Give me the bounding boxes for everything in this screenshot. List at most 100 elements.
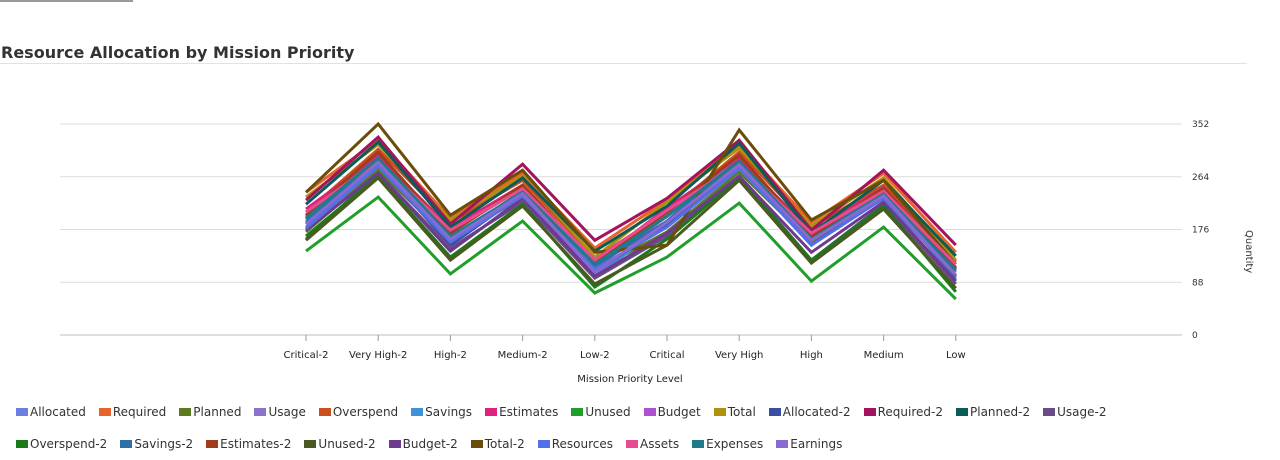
legend-label: Expenses: [706, 437, 764, 451]
legend-label: Overspend: [332, 405, 399, 419]
x-tick-label: Medium: [864, 350, 904, 361]
legend-item[interactable]: Savings: [411, 405, 472, 419]
series-line-budget-2: [305, 171, 957, 283]
legend-swatch: [98, 408, 111, 416]
legend-label: Budget: [657, 405, 701, 419]
x-tick-label: Medium-2: [498, 350, 548, 361]
legend-swatch: [304, 440, 317, 448]
legend-item[interactable]: Total: [713, 405, 756, 419]
legend-label: Usage: [268, 405, 306, 419]
legend-swatch: [206, 440, 219, 448]
legend-swatch: [626, 440, 639, 448]
legend-item[interactable]: Earnings: [776, 437, 842, 451]
legend-item[interactable]: Estimates-2: [206, 437, 291, 451]
legend-swatch: [776, 440, 789, 448]
series-line-unused-2: [305, 175, 957, 290]
legend-label: Planned: [193, 405, 242, 419]
y-tick-label: 0: [1192, 331, 1198, 341]
x-tick-label: High-2: [434, 350, 467, 361]
x-tick-label: Very High: [715, 350, 763, 361]
legend-row: Allocated Required Planned Usage Overspend Sa…: [16, 396, 1256, 428]
legend-item[interactable]: Overspend: [318, 405, 399, 419]
series-line-planned-2: [305, 139, 957, 257]
legend-item[interactable]: Allocated-2: [768, 405, 851, 419]
legend-swatch: [713, 408, 726, 416]
y-tick-label: 352: [1192, 120, 1209, 130]
legend-label: Planned-2: [970, 405, 1031, 419]
legend-swatch: [411, 408, 424, 416]
legend-label: Savings: [425, 405, 473, 419]
legend-item[interactable]: Budget-2: [388, 437, 458, 451]
legend-label: Unused: [585, 405, 631, 419]
legend-item[interactable]: Budget: [643, 405, 701, 419]
legend-item[interactable]: Planned: [179, 405, 241, 419]
legend-swatch: [956, 408, 968, 416]
legend-label: Usage-2: [1057, 405, 1107, 419]
legend-item[interactable]: Planned-2: [956, 405, 1030, 419]
legend-label: Required: [112, 405, 167, 419]
legend-item[interactable]: Allocated: [16, 405, 86, 419]
legend-item[interactable]: Savings-2: [120, 437, 193, 451]
legend-swatch: [863, 408, 876, 416]
series-line-unused: [305, 195, 957, 301]
legend-item[interactable]: Usage: [254, 405, 306, 419]
y-tick-label: 88: [1192, 278, 1204, 288]
legend-item[interactable]: Usage-2: [1043, 405, 1106, 419]
legend-swatch: [692, 440, 705, 448]
series-line-earnings: [305, 160, 957, 277]
legend-swatch: [643, 408, 656, 416]
y-tick-label: 264: [1192, 173, 1209, 183]
legend-row: Overspend-2 Savings-2 Estimates-2 Unused-2 B…: [16, 428, 1256, 460]
legend-label: Savings-2: [134, 437, 194, 451]
legend-item[interactable]: Overspend-2: [16, 437, 107, 451]
legend-item[interactable]: Total-2: [470, 437, 525, 451]
legend-label: Unused-2: [318, 437, 376, 451]
legend-swatch: [571, 408, 584, 416]
x-axis-label: Mission Priority Level: [577, 374, 682, 385]
legend-item[interactable]: Unused: [571, 405, 631, 419]
legend-label: Resources: [551, 437, 614, 451]
legend-swatch: [179, 408, 192, 416]
x-tick-label: Critical: [650, 350, 685, 361]
legend-swatch: [16, 408, 28, 416]
top-divider: [0, 0, 133, 2]
legend-swatch: [16, 440, 28, 448]
legend-swatch: [318, 408, 331, 416]
legend-swatch: [537, 440, 550, 448]
x-tick-label: High: [800, 350, 823, 361]
legend-item[interactable]: Estimates: [485, 405, 558, 419]
legend-label: Allocated: [30, 405, 86, 419]
x-tick-label: Low-2: [580, 350, 610, 361]
legend-label: Total-2: [484, 437, 525, 451]
legend-item[interactable]: Unused-2: [304, 437, 376, 451]
legend-item[interactable]: Expenses: [692, 437, 763, 451]
legend-label: Required-2: [877, 405, 943, 419]
legend-label: Earnings: [790, 437, 843, 451]
y-tick-label: 176: [1192, 226, 1209, 236]
legend-swatch: [1043, 408, 1056, 416]
legend-item[interactable]: Required: [98, 405, 167, 419]
legend-swatch: [485, 408, 498, 416]
chart-title: Resource Allocation by Mission Priority: [1, 43, 355, 62]
legend-swatch: [120, 440, 133, 448]
title-divider: [0, 63, 1247, 64]
legend-swatch: [254, 408, 267, 416]
legend-label: Budget-2: [402, 437, 458, 451]
x-tick-label: Very High-2: [349, 350, 407, 361]
y-axis-label: Quantity: [1243, 230, 1254, 273]
x-tick-label: Critical-2: [284, 350, 329, 361]
chart-legend: Allocated Required Planned Usage Overspend Sa…: [16, 396, 1256, 460]
legend-swatch: [768, 408, 781, 416]
legend-label: Allocated-2: [782, 405, 851, 419]
legend-item[interactable]: Resources: [537, 437, 614, 451]
legend-label: Overspend-2: [30, 437, 108, 451]
legend-swatch: [470, 440, 483, 448]
x-tick-label: Low: [946, 350, 966, 361]
legend-label: Estimates-2: [220, 437, 292, 451]
legend-label: Total: [727, 405, 756, 419]
legend-item[interactable]: Assets: [626, 437, 679, 451]
legend-label: Assets: [640, 437, 680, 451]
legend-swatch: [388, 440, 401, 448]
legend-item[interactable]: Required-2: [863, 405, 943, 419]
